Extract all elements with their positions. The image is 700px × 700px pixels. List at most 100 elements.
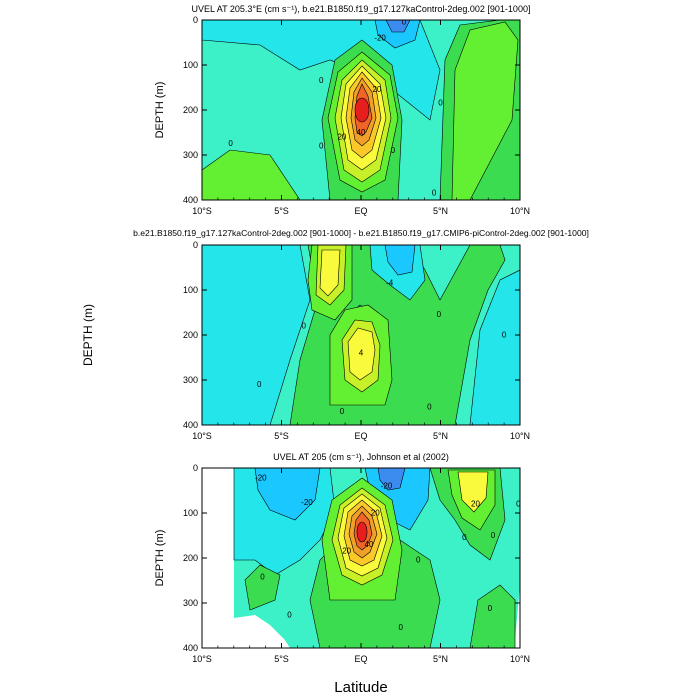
contour-label: 20 [337, 132, 346, 141]
x-tick-label: 5°N [433, 654, 448, 664]
x-tick-label: EQ [354, 654, 367, 664]
panel-bottom: UVEL AT 205 (cm s⁻¹), Johnson et al (200… [154, 452, 530, 664]
contour-label: 0 [287, 610, 292, 619]
diff-upper-peak-2 [319, 249, 341, 297]
contour-label: -20 [381, 481, 393, 490]
panel-middle-contours: -4 4 0 0 0 0 0 0 [202, 245, 520, 425]
contour-label: 0 [302, 321, 307, 330]
contour-label: 4 [359, 348, 364, 357]
contour-label: 0 [340, 407, 345, 416]
contour-label: 0 [319, 76, 324, 85]
panel-top-title: UVEL AT 205.3°E (cm s⁻¹), b.e21.B1850.f1… [192, 4, 531, 14]
diff-west-minus [202, 245, 311, 425]
contour-label: 0 [502, 330, 507, 339]
x-tick-label: 10°S [192, 654, 212, 664]
northern-eastward-inner [451, 21, 519, 200]
contour-label: 0 [462, 533, 467, 542]
contour-label: 0 [260, 573, 265, 582]
southern-deep-eastward [202, 149, 301, 200]
x-tick-label: 10°S [192, 206, 212, 216]
y-tick-label: 200 [183, 330, 198, 340]
x-tick-label: 5°S [274, 431, 289, 441]
y-tick-label: 300 [183, 150, 198, 160]
x-tick-label: 10°N [510, 431, 530, 441]
y-tick-label: 200 [183, 105, 198, 115]
panel-top: UVEL AT 205.3°E (cm s⁻¹), b.e21.B1850.f1… [154, 4, 530, 216]
contour-label: 0 [257, 380, 262, 389]
diff-north-minus-core [384, 245, 416, 276]
y-tick-label: 400 [183, 195, 198, 205]
y-tick-label: 400 [183, 643, 198, 653]
y-tick-label: 400 [183, 420, 198, 430]
diff-deep-peak-inner [347, 327, 376, 381]
contour-label: 0 [399, 623, 404, 632]
contour-label: 0 [427, 402, 432, 411]
panel-middle-title: b.e21.B1850.f19_g17.127kaControl-2deg.00… [133, 228, 589, 238]
contour-label: 0 [402, 18, 407, 27]
panel-bottom-ylabel: DEPTH (m) [154, 530, 166, 587]
y-tick-label: 0 [193, 15, 198, 25]
y-tick-label: 300 [183, 375, 198, 385]
contour-label: -20 [374, 33, 386, 42]
panel-bottom-title: UVEL AT 205 (cm s⁻¹), Johnson et al (200… [273, 452, 449, 462]
x-tick-label: 5°S [274, 654, 289, 664]
y-tick-label: 100 [183, 60, 198, 70]
y-tick-label: 0 [193, 463, 198, 473]
contour-label: -20 [301, 498, 313, 507]
x-tick-label: 10°N [510, 654, 530, 664]
y-tick-label: 0 [193, 240, 198, 250]
diff-east-minus [469, 269, 520, 425]
panel-top-contours: -20 0 0 0 0 0 0 0 20 20 40 [202, 18, 520, 200]
contour-label: -4 [386, 279, 394, 288]
obs-west-minus-core [254, 468, 321, 521]
contour-label: 0 [432, 189, 437, 198]
surface-westward-min [385, 20, 411, 33]
shared-ylabel: DEPTH (m) [81, 304, 95, 366]
x-axis-label: Latitude [334, 679, 387, 696]
panel-middle-contour-labels: -4 4 0 0 0 0 0 0 [257, 279, 507, 416]
contour-label: 20 [371, 508, 380, 517]
x-tick-label: EQ [354, 206, 367, 216]
contour-label: 0 [228, 139, 233, 148]
y-tick-label: 200 [183, 553, 198, 563]
x-tick-label: EQ [354, 431, 367, 441]
contour-label: 0 [319, 141, 324, 150]
panel-top-ylabel: DEPTH (m) [154, 82, 166, 139]
obs-south-eastward-patches [244, 564, 281, 611]
contour-label: 0 [488, 604, 493, 613]
panel-bottom-contour-labels: -20 -20 -20 20 20 40 20 0 0 0 0 0 0 0 0 [255, 474, 521, 632]
x-tick-label: 5°S [274, 206, 289, 216]
contour-label: 0 [516, 499, 521, 508]
contour-label: 0 [391, 146, 396, 155]
y-tick-label: 300 [183, 598, 198, 608]
x-tick-label: 5°N [433, 431, 448, 441]
panel-bottom-contours: -20 -20 -20 20 20 40 20 0 0 0 0 0 0 0 0 [202, 468, 521, 648]
contour-label: 0 [438, 99, 443, 108]
surface-westward-core [374, 20, 421, 49]
contour-label: 0 [416, 556, 421, 565]
contour-label: 40 [364, 540, 373, 549]
x-tick-label: 10°N [510, 206, 530, 216]
contour-label: 20 [372, 85, 381, 94]
obs-north-eastward-peak [457, 471, 489, 513]
obs-euc-core [356, 521, 368, 543]
x-tick-label: 5°N [433, 206, 448, 216]
contour-label: -20 [255, 474, 267, 483]
contour-label: 20 [471, 499, 480, 508]
contour-label: 0 [437, 310, 442, 319]
y-tick-label: 100 [183, 508, 198, 518]
contour-label: 20 [342, 547, 351, 556]
contour-label: 40 [357, 128, 366, 137]
contour-label: 0 [491, 531, 496, 540]
euc-core [354, 97, 370, 123]
obs-deep-north-eastward [469, 584, 516, 648]
x-tick-label: 10°S [192, 431, 212, 441]
panel-top-contour-labels: -20 0 0 0 0 0 0 0 20 20 40 [228, 18, 443, 198]
y-tick-label: 100 [183, 285, 198, 295]
panel-middle: b.e21.B1850.f19_g17.127kaControl-2deg.00… [133, 228, 589, 441]
obs-surface-westward-core [377, 468, 406, 491]
